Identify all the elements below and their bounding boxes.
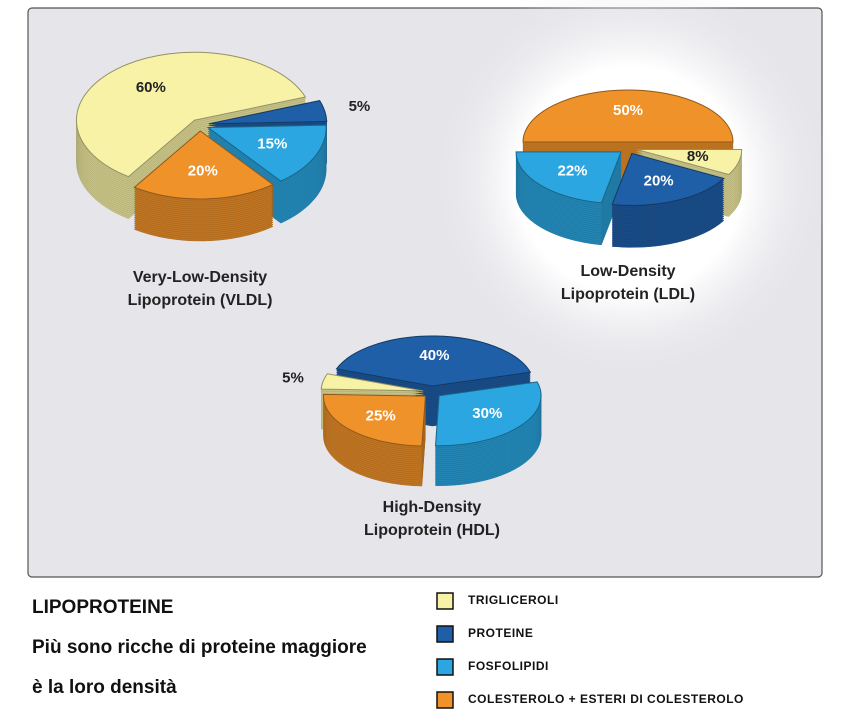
pie-title: High-Density (383, 499, 482, 516)
value-label: 20% (188, 163, 218, 180)
pie-title: Lipoprotein (VLDL) (128, 292, 273, 309)
value-label: 15% (257, 136, 287, 153)
slice (522, 89, 734, 143)
legend-swatch (436, 625, 454, 643)
slice (75, 51, 307, 178)
slice (208, 100, 328, 125)
value-label: 22% (558, 163, 588, 180)
value-label: 25% (366, 408, 396, 425)
legend-swatch (436, 691, 454, 709)
slice (133, 130, 274, 200)
value-label: 40% (419, 347, 449, 364)
legend-label: PROTEINE (468, 626, 533, 640)
value-label: 30% (472, 405, 502, 422)
caption-line: è la loro densità (32, 677, 177, 698)
legend-swatch (436, 592, 454, 610)
pie-title: Very-Low-Density (133, 269, 267, 286)
legend-label: FOSFOLIPIDI (468, 659, 549, 673)
value-label: 20% (644, 173, 674, 190)
caption-title: LIPOPROTEINE (32, 597, 173, 618)
slice (636, 148, 743, 176)
slice (335, 335, 532, 387)
caption-line: Più sono ricche di proteine maggiore (32, 637, 367, 658)
pie-title: Lipoprotein (LDL) (561, 286, 695, 303)
pie-title: Lipoprotein (HDL) (364, 522, 500, 539)
slice (322, 393, 426, 447)
value-label: 50% (613, 102, 643, 119)
slice (206, 124, 327, 182)
slice (320, 373, 424, 392)
value-label: 8% (687, 148, 709, 165)
pie-title: Low-Density (580, 263, 675, 280)
value-label: 5% (282, 369, 304, 386)
value-label: 5% (349, 98, 371, 115)
legend-label: TRIGLICEROLI (468, 593, 559, 607)
slice (434, 381, 542, 447)
legend-swatch (436, 658, 454, 676)
slice (611, 152, 725, 206)
slice (515, 151, 622, 204)
value-label: 60% (136, 79, 166, 96)
legend-label: COLESTEROLO + ESTERI DI COLESTEROLO (468, 692, 744, 706)
